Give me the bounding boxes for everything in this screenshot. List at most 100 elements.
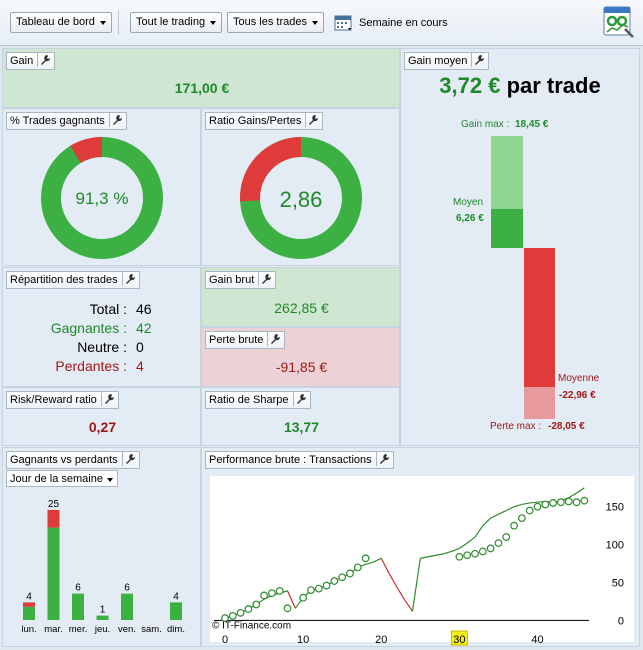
dashboard-dropdown[interactable]: Tableau de bord	[10, 12, 112, 33]
gvp-loss-bar	[23, 602, 35, 607]
trading-filter-label: Tout le trading	[136, 16, 206, 28]
perte-brute-value: -91,85 €	[275, 359, 328, 375]
ratio-panel-title: Ratio Gains/Pertes	[205, 112, 324, 130]
perf-line-segment	[474, 525, 484, 538]
wrench-icon[interactable]	[121, 452, 136, 466]
gvp-day-label: lun.	[21, 624, 36, 635]
moyen-value: 6,26 €	[456, 213, 484, 224]
moyenne-value: -22,96 €	[559, 390, 596, 401]
wrench-icon[interactable]	[267, 332, 281, 346]
perf-line-segment	[396, 586, 406, 601]
wrench-icon[interactable]	[375, 452, 390, 466]
gvp-panel: Gagnants vs perdants Jour de la semaine …	[2, 447, 201, 647]
loss-max-bar	[524, 387, 555, 419]
win-pct-value: 91,3 %	[76, 189, 129, 208]
perf-point	[338, 573, 347, 582]
perf-line-segment	[521, 502, 530, 506]
perf-line-segment	[286, 590, 296, 609]
gain-max-bar	[491, 136, 523, 209]
perf-point	[322, 581, 331, 590]
repartition-row-value: 42	[136, 320, 152, 336]
perf-point	[463, 551, 472, 560]
perf-point	[346, 569, 354, 578]
perf-y-tick: 0	[618, 615, 624, 627]
perf-x-tick: 40	[531, 634, 543, 646]
perf-x-tick: 20	[375, 634, 387, 646]
loss-avg-bar	[524, 248, 555, 387]
gvp-total-label: 1	[100, 605, 106, 616]
wrench-icon[interactable]	[37, 53, 51, 67]
perf-line-segment	[428, 554, 437, 558]
risk-reward-panel-title: Risk/Reward ratio	[6, 391, 119, 409]
perf-y-tick: 150	[606, 502, 624, 514]
perf-point	[260, 591, 268, 600]
perf-point	[228, 611, 237, 620]
perf-point	[486, 544, 495, 553]
perf-point	[275, 586, 284, 595]
perte-max-value: -28,05 €	[548, 421, 585, 432]
ratio-donut: 2,86	[240, 137, 362, 259]
perf-line-segment	[435, 553, 444, 556]
moyenne-label: Moyenne	[558, 373, 600, 384]
win-pct-donut: 91,3 %	[41, 137, 163, 259]
perf-line-segment	[388, 573, 398, 588]
perf-panel-title: Performance brute : Transactions	[205, 451, 394, 469]
perf-point	[572, 498, 581, 507]
perf-line-segment	[490, 513, 499, 519]
perf-line-segment	[529, 501, 538, 504]
perf-point	[236, 608, 245, 617]
gvp-day-label: jeu.	[94, 624, 110, 635]
perf-line-segment	[365, 561, 374, 565]
gain-moyen-headline: 3,72 € par trade	[401, 73, 639, 99]
perf-line-segment	[404, 599, 413, 612]
gvp-period-dropdown[interactable]: Jour de la semaine	[6, 470, 118, 487]
gain-moyen-panel-title: Gain moyen	[404, 52, 490, 70]
gvp-total-label: 6	[75, 583, 81, 594]
risk-reward-value: 0,27	[88, 419, 117, 435]
gvp-day-label: dim.	[167, 624, 185, 635]
win-pct-title-text: % Trades gagnants	[10, 115, 105, 127]
trading-filter-dropdown[interactable]: Tout le trading	[130, 12, 223, 33]
dashboard-dropdown-label: Tableau de bord	[16, 16, 95, 28]
gain-moyen-title-text: Gain moyen	[408, 55, 468, 67]
perf-point	[299, 593, 308, 602]
repartition-row-label: Total :	[89, 301, 127, 317]
period-label[interactable]: Semaine en cours	[359, 17, 448, 29]
sharpe-panel-title: Ratio de Sharpe	[205, 391, 311, 409]
win-pct-loss-arc	[70, 137, 103, 164]
perf-line-segment	[380, 557, 390, 574]
trades-filter-dropdown[interactable]: Tous les trades	[227, 12, 324, 33]
gain-avg-bar	[491, 209, 523, 248]
wrench-icon[interactable]	[121, 272, 136, 286]
sharpe-panel: Ratio de Sharpe 13,77	[201, 387, 400, 446]
gvp-total-label: 4	[173, 591, 179, 602]
wrench-icon[interactable]	[100, 392, 115, 406]
perf-line-segment	[576, 487, 585, 494]
gain-moyen-panel: Gain moyen 3,72 € par trade Gain max : 1…	[400, 48, 640, 446]
dashboard-app-icon[interactable]	[603, 5, 635, 39]
toolbar-separator	[118, 10, 119, 35]
gain-value: 171,00 €	[174, 80, 230, 96]
perf-point	[478, 547, 487, 556]
perf-line-segment	[568, 492, 577, 499]
moyen-label: Moyen	[453, 197, 484, 208]
sharpe-value: 13,77	[283, 419, 320, 435]
perf-point	[494, 539, 503, 548]
wrench-icon[interactable]	[305, 113, 319, 127]
gain-brut-title-text: Gain brut	[209, 274, 255, 286]
wrench-icon[interactable]	[108, 113, 123, 127]
wrench-icon[interactable]	[258, 272, 272, 286]
wrench-icon[interactable]	[292, 392, 307, 406]
risk-reward-title-text: Risk/Reward ratio	[10, 394, 97, 406]
calendar-icon[interactable]	[334, 14, 354, 32]
toolbar: Tableau de bord Tout le trading Tous les…	[0, 0, 643, 46]
perf-point	[525, 506, 534, 515]
perf-point	[502, 533, 511, 541]
wrench-icon[interactable]	[471, 53, 485, 67]
perf-line-segment	[498, 509, 507, 515]
perf-point	[564, 497, 573, 506]
perf-point	[353, 563, 362, 572]
perf-point	[517, 514, 526, 523]
chevron-down-icon	[210, 21, 217, 25]
perf-point	[541, 500, 550, 509]
